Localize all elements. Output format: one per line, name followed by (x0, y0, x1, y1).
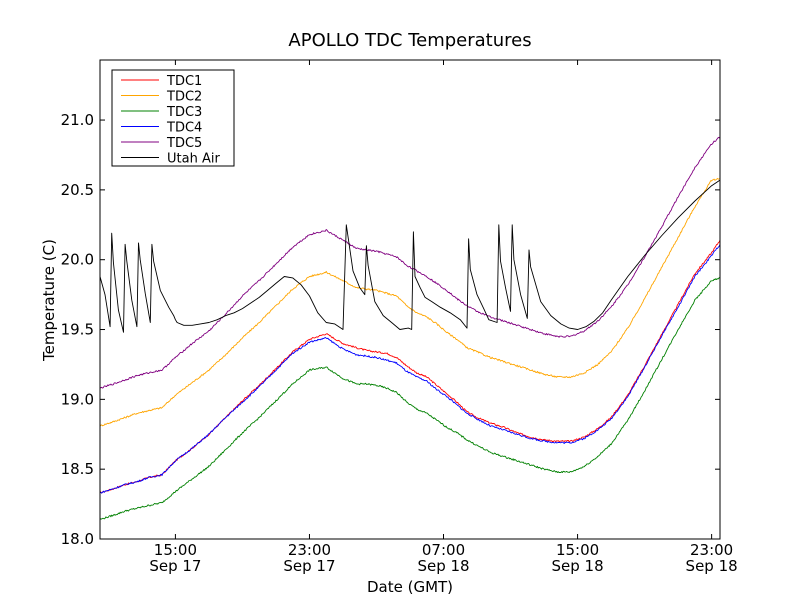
y-tick-label: 18.5 (61, 460, 94, 478)
legend-label: TDC5 (166, 136, 202, 151)
y-axis: 18.0 18.5 19.0 19.5 20.0 20.5 21.0 (61, 111, 720, 548)
y-tick-label: 19.5 (61, 321, 94, 339)
y-tick-label: 21.0 (61, 111, 94, 129)
x-tick-time-label: 15:00 (556, 541, 599, 559)
y-tick-label: 19.0 (61, 390, 94, 408)
legend-label: TDC2 (166, 90, 202, 105)
y-tick-label: 18.0 (61, 530, 94, 548)
series-line-tdc5 (99, 136, 721, 389)
x-tick-time-label: 15:00 (154, 541, 197, 559)
x-tick-date-label: Sep 17 (283, 557, 335, 575)
legend-label: TDC3 (166, 105, 202, 120)
x-tick-date-label: Sep 18 (686, 557, 738, 575)
y-tick-label: 20.5 (61, 181, 94, 199)
x-tick-date-label: Sep 18 (551, 557, 603, 575)
legend-box (111, 69, 235, 167)
plot-frame (99, 59, 721, 540)
chart-title: APOLLO TDC Temperatures (288, 30, 531, 51)
x-tick-time-label: 07:00 (422, 541, 465, 559)
series-line-tdc4 (99, 244, 721, 494)
legend-label: TDC1 (166, 74, 202, 89)
series-line-tdc3 (99, 277, 721, 520)
plot-area (99, 136, 721, 520)
y-tick-label: 20.0 (61, 251, 94, 269)
series-line-tdc2 (99, 178, 721, 427)
y-axis-label: Temperature (C) (40, 239, 58, 362)
x-tick-date-label: Sep 18 (417, 557, 469, 575)
legend-label: TDC4 (166, 121, 202, 136)
series-line-utah-air (99, 179, 721, 333)
x-tick-date-label: Sep 17 (149, 557, 201, 575)
legend-label: Utah Air (167, 152, 220, 167)
x-axis-label: Date (GMT) (367, 578, 453, 596)
x-tick-time-label: 23:00 (288, 541, 331, 559)
x-tick-time-label: 23:00 (690, 541, 733, 559)
